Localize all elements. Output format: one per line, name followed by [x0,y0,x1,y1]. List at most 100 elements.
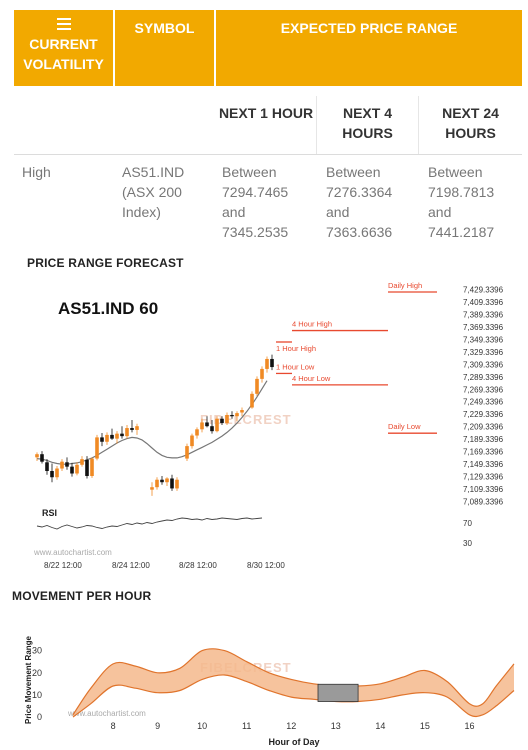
candle-body [155,479,159,488]
y-tick-label: 7,289.3396 [463,373,504,382]
range-word-between: Between [428,164,483,180]
watermark-url: www.autochartist.com [33,548,112,557]
header-expected-price-range[interactable]: EXPECTED PRICE RANGE [216,10,522,86]
header-label-volatility: CURRENT VOLATILITY [23,36,104,72]
watermark-url: www.autochartist.com [67,709,146,718]
range-high: 7363.6636 [326,224,393,240]
candle-body [70,466,74,474]
y-tick-label: 7,089.3396 [463,497,504,506]
y-tick-label: 7,229.3396 [463,410,504,419]
candle-body [200,422,204,430]
x-axis-label: Hour of Day [268,737,319,747]
y-tick-label: 7,389.3396 [463,311,504,320]
y-tick-label: 30 [32,646,42,656]
candle-body [265,358,269,369]
header-label-range: EXPECTED PRICE RANGE [280,20,458,36]
forecast-level-label: 4 Hour High [292,320,332,329]
symbol-value: AS51.IND (ASX 200 Index) [122,164,185,220]
range-low: 7276.3364 [326,184,393,200]
candle-body [205,422,209,427]
range-1-hour: Between 7294.7465 and 7345.2535 [222,162,288,242]
candle-body [125,428,129,437]
range-word-and: and [222,204,246,220]
y-tick-label: 7,169.3396 [463,448,504,457]
candle-body [175,479,179,489]
candle-body [170,478,174,489]
y-tick-label: 7,129.3396 [463,472,504,481]
candle-body [120,433,124,437]
x-tick-label: 12 [286,721,296,731]
forecast-plot: 7,429.3396 7,409.3396 7,389.3396 7,369.3396… [35,281,504,570]
list-icon [56,18,71,30]
candle-body [150,487,154,490]
subheader-next-4-hours: NEXT 4 HOURS [316,96,418,154]
table-header-row: CURRENT VOLATILITY SYMBOL EXPECTED PRICE… [14,10,522,86]
y-tick-label: 7,369.3396 [463,323,504,332]
range-low: 7198.7813 [428,184,495,200]
subheader-next-1-hour: NEXT 1 HOUR [218,105,314,121]
candle-body [85,459,89,476]
y-tick-label: 7,249.3396 [463,398,504,407]
movement-range-band [73,648,514,717]
candle-body [95,437,99,459]
range-4-hours: Between 7276.3364 and 7363.6636 [326,162,392,242]
candle-body [35,454,39,458]
y-tick-label: 7,309.3396 [463,360,504,369]
y-tick-label: 7,149.3396 [463,460,504,469]
range-24-hours: Between 7198.7813 and 7441.2187 [428,162,494,242]
forecast-level-label: 1 Hour Low [276,362,315,371]
candle-body [50,471,54,478]
x-tick-label: 13 [331,721,341,731]
range-low: 7294.7465 [222,184,289,200]
movement-per-hour-chart: www.autochartist.com FIBELCREST 01020308… [24,635,515,747]
candle-body [65,462,69,467]
candle-body [185,446,189,459]
header-current-volatility[interactable]: CURRENT VOLATILITY [14,10,113,86]
y-tick-label: 7,109.3396 [463,485,504,494]
y-tick-label: 7,189.3396 [463,435,504,444]
header-symbol[interactable]: SYMBOL [115,10,214,86]
candle-body [40,454,44,462]
range-word-and: and [326,204,350,220]
candle-body [225,414,229,424]
lower-range-line [72,674,515,718]
forecast-section-title: PRICE RANGE FORECAST [27,256,184,270]
watermark-logo: FIBELCREST [200,412,292,427]
x-tick-label: 8 [111,721,116,731]
x-tick-label: 10 [197,721,207,731]
x-tick-label: 8/30 12:00 [247,561,285,570]
candle-body [60,461,64,469]
candle-body [190,435,194,447]
candle-body [165,478,169,483]
candle-body [75,464,79,474]
candle-body [195,429,199,436]
candle-body [130,428,134,430]
movement-section-title: MOVEMENT PER HOUR [12,589,152,603]
x-tick-label: 9 [155,721,160,731]
rsi-label: RSI [42,508,57,518]
candle-body [215,418,219,432]
range-word-between: Between [326,164,381,180]
candle-body [210,426,214,432]
x-tick-label: 8/24 12:00 [112,561,150,570]
chart-title: AS51.IND 60 [58,299,158,318]
candle-body [80,459,84,465]
range-word-and: and [428,204,452,220]
candle-body [255,378,259,394]
y-tick-label: 10 [32,690,42,700]
x-tick-label: 14 [375,721,385,731]
subheader-next-24-hours: NEXT 24 HOURS [418,96,522,154]
y-tick-label: 7,409.3396 [463,298,504,307]
candle-body [110,434,114,439]
y-tick-label: 7,209.3396 [463,423,504,432]
upper-range-line [72,648,515,716]
forecast-level-label: Daily High [388,281,422,290]
y-axis-label: Price Movement Range [24,635,33,724]
volatility-table: CURRENT VOLATILITY SYMBOL EXPECTED PRICE… [14,10,522,240]
x-tick-label: 8/28 12:00 [179,561,217,570]
candle-body [45,462,49,472]
rsi-line [36,517,263,530]
y-tick-label: 7,429.3396 [463,286,504,295]
range-word-between: Between [222,164,277,180]
candle-body [250,393,254,408]
